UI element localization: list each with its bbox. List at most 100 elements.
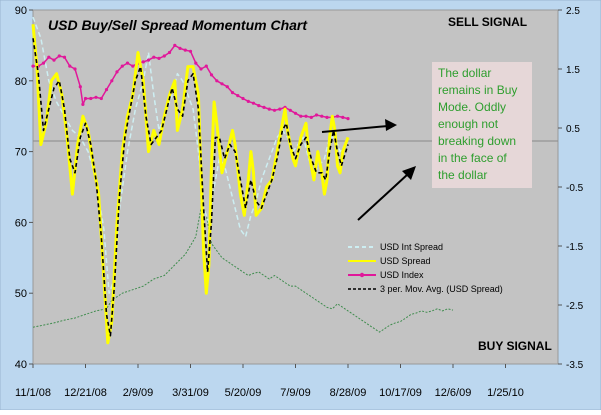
usd-index-point [209,73,214,77]
legend-label: USD Index [380,270,424,280]
series-layer [31,16,454,345]
usd-index-point [162,54,166,58]
usd-index-point [251,101,256,105]
annotation-line: The dollar [438,66,491,80]
usd-index-point [94,95,98,99]
x-axis-tick-label: 11/1/08 [15,387,51,399]
usd-index-point [267,107,271,111]
annotation-line: enough not [438,117,499,131]
arrow-lower-head [402,166,416,180]
left-axis-tick-label: 50 [15,288,27,300]
usd-index-point [146,58,151,62]
usd-index-point [246,99,250,103]
usd-index-point [31,64,35,68]
usd-index-point [52,58,56,62]
usd-index-point [81,102,85,106]
annotation-line: Mode. Oddly [438,100,506,114]
moving-average-line [32,38,349,337]
usd-index-point [288,108,292,112]
usd-index-point [57,54,61,58]
left-axis-tick-label: 70 [15,147,27,159]
x-axis-tick-label: 12/21/08 [64,387,107,399]
right-axis-tick-label: -2.5 [566,301,584,312]
legend-label: USD Spread [380,256,431,266]
annotation-line: breaking down [438,134,516,148]
usd-index-point [293,111,298,115]
x-axis-tick-label: 2/9/09 [123,387,154,399]
usd-index-point [110,79,114,83]
right-axis-tick-label: -0.5 [566,183,584,194]
buy-signal-label: BUY SIGNAL [478,339,552,353]
usd-index-point [47,55,51,59]
usd-index-point [257,104,261,108]
left-axis-tick-label: 60 [15,217,27,229]
usd-index-point [204,64,208,68]
usd-index-point [152,55,156,59]
usd-index-point [83,96,88,101]
chart-title: USD Buy/Sell Spread Momentum Chart [48,17,308,33]
annotation-box: The dollar remains in Buy Mode. Oddly en… [432,62,532,188]
legend: USD Int Spread USD Spread USD Index 3 pe… [348,242,503,294]
annotation-line: in the face of [438,151,507,165]
usd-index-point [299,114,303,118]
usd-index-point [346,117,350,121]
usd-index-point [188,49,193,53]
x-axis-tick-label: 7/9/09 [280,387,311,399]
usd-index-point [230,91,235,95]
arrow-upper-head [385,119,397,131]
usd-index-point [89,96,93,101]
x-axis-tick-label: 8/28/09 [330,387,367,399]
annotation-line: remains in Buy [438,83,517,97]
usd-index-point [194,61,198,65]
right-axis-tick-label: -1.5 [566,242,584,253]
usd-index-point [120,64,124,68]
usd-index-point [309,115,313,119]
usd-index-point [104,88,109,92]
usd-index-point [178,46,182,51]
usd-index-point [141,60,145,64]
usd-index-point [183,48,187,52]
usd-index-point [62,55,67,59]
usd-index-point [41,61,46,65]
usd-index-point [220,82,224,86]
usd-index-point [115,70,119,74]
usd-index-point [262,105,266,109]
arrows [321,119,416,221]
left-axis-tick-label: 90 [15,5,27,17]
usd-index-point [167,50,172,55]
left-axis-tick-label: 40 [15,359,27,371]
usd-index-point [304,114,308,118]
usd-index-point [125,61,130,65]
usd-index-point [278,107,282,111]
usd-index-point [236,94,240,98]
usd-index-point [131,64,135,68]
right-axis-tick-label: 0.5 [566,124,580,135]
usd-index-point [199,67,203,71]
lower-series-line [32,207,454,333]
usd-index-point [78,85,82,89]
sell-signal-label: SELL SIGNAL [448,15,527,29]
usd-index-point [225,85,229,89]
annotation-line: the dollar [438,168,487,182]
usd-index-point [99,96,103,101]
usd-index-point [320,114,324,118]
arrow-upper [321,125,389,133]
x-axis-tick-label: 1/25/10 [487,387,524,399]
usd-index-point [325,115,329,119]
left-axis-tick-label: 80 [15,76,27,88]
usd-index-point [157,56,161,61]
x-axis-tick-label: 5/20/09 [225,387,262,399]
axes-layer: 40 50 60 70 80 90 2.5 1.5 0.5 -0.5 -1.5 -2.5 -3.5 11/… [15,5,584,399]
x-axis-tick-label: 3/31/09 [172,387,209,399]
legend-label: USD Int Spread [380,242,443,252]
right-axis-tick-label: 2.5 [566,6,580,17]
usd-index-point [173,43,177,48]
usd-index-point [68,64,72,68]
usd-index-point [241,96,245,101]
x-axis-tick-label: 10/17/09 [379,387,422,399]
usd-index-point [314,113,319,117]
arrow-lower [357,173,409,221]
usd-index-point [341,115,345,119]
